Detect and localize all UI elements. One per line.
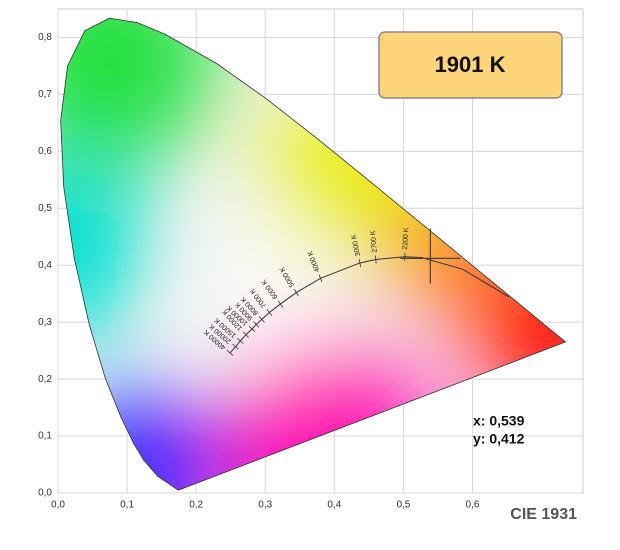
y-tick-label: 0,0 [38, 488, 52, 499]
locus-tick [237, 338, 244, 344]
x-tick-label: 0,6 [466, 500, 480, 511]
chart-title: CIE 1931 [510, 506, 577, 523]
temperature-label: 3000 K [351, 233, 363, 256]
locus-tick [258, 316, 265, 323]
y-tick-label: 0,5 [38, 203, 52, 214]
readout-label: 1901 K [435, 52, 506, 77]
y-tick-label: 0,8 [38, 32, 52, 43]
x-tick-label: 0,5 [396, 500, 410, 511]
locus-tick [374, 255, 377, 264]
locus-tick [318, 274, 323, 283]
locus-tick [277, 300, 284, 308]
y-tick-label: 0,4 [38, 260, 52, 271]
y-tick-label: 0,2 [38, 374, 52, 385]
spectral-locus [60, 17, 567, 491]
x-tick-label: 0,0 [51, 500, 65, 511]
x-tick-label: 0,3 [258, 500, 272, 511]
x-tick-label: 0,1 [120, 500, 134, 511]
temperature-label: 2700 K [370, 230, 379, 253]
locus-tick [253, 321, 260, 328]
locus-tick [248, 326, 256, 332]
x-tick-label: 0,4 [327, 500, 341, 511]
y-tick-label: 0,7 [38, 89, 52, 100]
locus-tick [266, 309, 273, 316]
locus-tick [226, 349, 234, 356]
locus-tick [293, 288, 299, 297]
readout-box [378, 31, 563, 99]
y-tick-label: 0,3 [38, 317, 52, 328]
readout-x: x: 0,539 [473, 413, 525, 429]
locus-tick [232, 343, 239, 350]
x-tick-label: 0,2 [189, 500, 203, 511]
y-tick-label: 0,1 [38, 431, 52, 442]
locus-tick [358, 258, 362, 267]
readout-y: y: 0,412 [473, 431, 525, 447]
y-tick-label: 0,6 [38, 146, 52, 157]
locus-tick [242, 331, 249, 338]
temperature-label: 2200 K [402, 227, 410, 250]
